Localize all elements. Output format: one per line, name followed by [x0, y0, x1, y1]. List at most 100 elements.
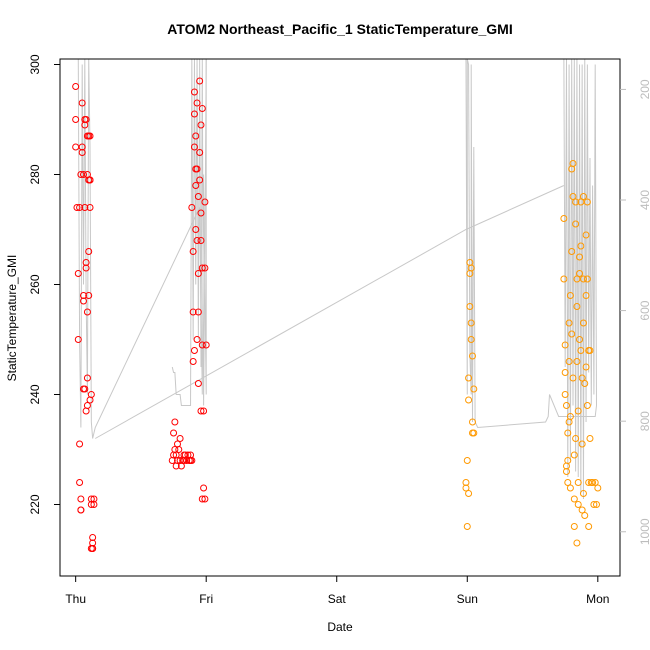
data-point: [569, 193, 577, 200]
data-point: [189, 358, 197, 365]
data-point: [76, 204, 84, 211]
plot-area: Thu Fri Sat Sun Mon 220 240 260 280 300 200 400 600 8…: [28, 54, 650, 606]
y-tick-label: 300: [28, 54, 42, 74]
data-point: [201, 264, 209, 272]
data-point: [77, 171, 85, 178]
data-point: [573, 539, 581, 547]
data-point: [72, 116, 80, 123]
data-point: [583, 402, 591, 409]
data-point: [86, 176, 94, 184]
data-point: [190, 347, 198, 354]
data-point: [193, 99, 201, 107]
data-point: [74, 336, 82, 343]
right-tick-label: 200: [638, 79, 650, 99]
data-point: [565, 319, 573, 327]
x-tick-label: Mon: [586, 592, 609, 606]
data-point: [585, 523, 593, 530]
data-point: [82, 259, 90, 266]
y-tick-label: 280: [28, 164, 42, 184]
data-point: [566, 484, 574, 492]
data-point: [74, 270, 82, 277]
x-tick-label: Fri: [199, 592, 213, 606]
y-axis-label: StaticTemperature_GMI: [5, 255, 19, 382]
data-point: [176, 435, 184, 442]
data-point: [175, 446, 183, 453]
data-point: [578, 506, 586, 514]
data-point: [197, 407, 205, 415]
data-point: [573, 358, 581, 365]
data-point: [196, 77, 204, 85]
data-point: [579, 319, 587, 327]
data-point: [570, 495, 578, 503]
data-point: [78, 99, 86, 107]
reference-line: [94, 185, 565, 439]
data-point: [466, 303, 474, 310]
data-point: [566, 292, 574, 299]
data-point: [85, 292, 93, 299]
data-point: [198, 495, 206, 503]
data-point: [579, 490, 587, 497]
data-point: [79, 171, 87, 178]
data-point: [576, 253, 584, 261]
data-point: [193, 165, 201, 173]
data-point: [465, 374, 473, 382]
data-point: [79, 297, 87, 305]
data-point: [570, 523, 578, 530]
data-point: [565, 358, 573, 365]
series-0-trace-line: [75, 59, 207, 439]
data-point: [583, 275, 591, 283]
data-point: [582, 231, 590, 239]
data-point: [189, 308, 197, 316]
data-point: [194, 380, 202, 387]
data-point: [76, 479, 84, 486]
data-point: [190, 143, 198, 151]
x-tick-label: Sun: [457, 592, 478, 606]
data-point: [173, 457, 181, 464]
data-point: [193, 336, 201, 343]
data-point: [77, 506, 85, 514]
data-point: [579, 193, 587, 200]
data-point: [170, 429, 178, 437]
right-tick-label: 600: [638, 300, 650, 320]
data-point: [192, 182, 200, 189]
data-point: [467, 264, 475, 272]
data-point: [577, 242, 585, 250]
data-point: [197, 209, 205, 217]
data-point: [561, 341, 569, 349]
x-tick-label: Thu: [65, 592, 86, 606]
data-point: [568, 330, 576, 338]
data-point: [578, 440, 586, 448]
data-point: [574, 479, 582, 486]
data-point: [572, 435, 580, 442]
data-point: [463, 523, 471, 530]
data-point: [193, 237, 201, 244]
data-point: [196, 149, 204, 156]
data-point: [470, 429, 478, 437]
data-point: [198, 105, 206, 112]
data-point: [591, 479, 599, 486]
data-point: [562, 402, 570, 409]
data-point: [586, 435, 594, 442]
data-point: [576, 336, 584, 343]
data-point: [197, 237, 205, 244]
data-point: [463, 457, 471, 464]
data-point: [465, 396, 473, 404]
data-point: [87, 391, 95, 398]
data-point: [201, 495, 209, 503]
data-point: [572, 198, 580, 206]
data-point: [87, 501, 95, 508]
data-point: [573, 303, 581, 310]
data-point: [192, 226, 200, 233]
data-point: [72, 143, 80, 151]
y-tick-label: 220: [28, 494, 42, 514]
data-point: [194, 193, 202, 200]
data-point: [83, 374, 91, 382]
data-point: [85, 248, 93, 255]
data-point: [577, 198, 585, 206]
data-point: [192, 132, 200, 140]
data-point: [188, 204, 196, 211]
data-point: [568, 248, 576, 255]
data-point: [574, 501, 582, 508]
data-point: [81, 116, 89, 123]
data-point: [583, 198, 591, 206]
